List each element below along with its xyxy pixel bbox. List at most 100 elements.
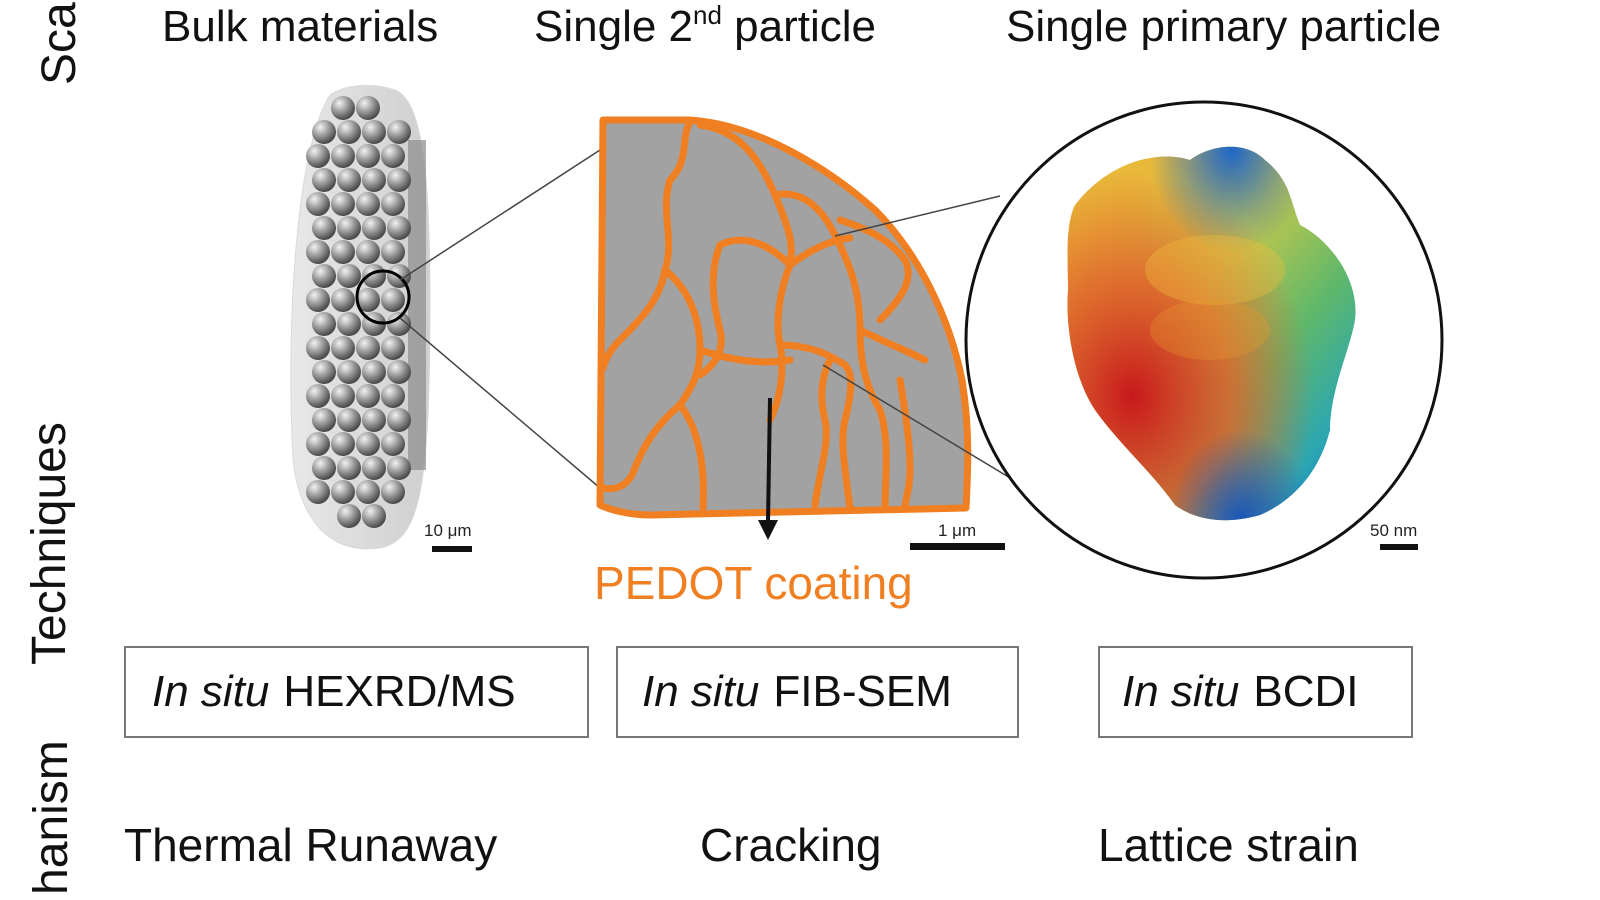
particle-sphere xyxy=(331,288,355,312)
particle-sphere xyxy=(312,216,336,240)
zoom-line-bottom-1 xyxy=(399,317,601,489)
particle-sphere xyxy=(356,480,380,504)
technique-box-bcdi: In situ BCDI xyxy=(1098,646,1413,738)
particle-sphere xyxy=(381,480,405,504)
particle-sphere xyxy=(337,264,361,288)
particle-sphere xyxy=(362,456,386,480)
particle-sphere xyxy=(312,120,336,144)
particle-sphere xyxy=(356,384,380,408)
particle-sphere xyxy=(337,312,361,336)
particle-sphere xyxy=(356,144,380,168)
particle-sphere xyxy=(387,216,411,240)
technique-name-bcdi: BCDI xyxy=(1253,667,1359,716)
header-primary-particle: Single primary particle xyxy=(1006,2,1441,52)
particle-sphere xyxy=(312,168,336,192)
particle-sphere xyxy=(306,240,330,264)
pedot-arrow-head xyxy=(758,520,778,540)
technique-name-hexrd: HEXRD/MS xyxy=(283,667,516,716)
particle-sphere xyxy=(381,144,405,168)
particle-sphere xyxy=(331,96,355,120)
technique-name-fibsem: FIB-SEM xyxy=(773,667,952,716)
technique-box-hexrd: In situ HEXRD/MS xyxy=(124,646,589,738)
particle-sphere xyxy=(387,168,411,192)
bulk-particle-spheres xyxy=(306,96,411,528)
particle-sphere xyxy=(331,384,355,408)
particle-sphere xyxy=(331,336,355,360)
magnifier-circle-small xyxy=(355,269,411,325)
zoom-line-bottom-2 xyxy=(822,364,1031,491)
zoom-line-top-1 xyxy=(399,149,601,281)
particle-sphere xyxy=(362,168,386,192)
particle-sphere xyxy=(312,264,336,288)
mechanism-lattice-strain: Lattice strain xyxy=(1098,819,1359,871)
particle-sphere xyxy=(312,312,336,336)
technique-italic-bcdi: In situ xyxy=(1122,667,1240,716)
particle-sphere xyxy=(387,120,411,144)
particle-sphere xyxy=(306,432,330,456)
particle-sphere xyxy=(362,120,386,144)
header-secondary-pre: Single 2 xyxy=(534,2,694,51)
particle-sphere xyxy=(306,480,330,504)
particle-sphere xyxy=(337,408,361,432)
header-primary-text: Single primary particle xyxy=(1006,2,1442,51)
primary-particle xyxy=(964,100,1444,580)
particle-sphere xyxy=(337,168,361,192)
particle-sphere xyxy=(306,336,330,360)
header-bulk-text: Bulk materials xyxy=(162,2,439,51)
particle-sphere xyxy=(356,432,380,456)
scale-bar-primary xyxy=(1380,544,1418,550)
particle-sphere xyxy=(387,360,411,384)
mechanism-cracking: Cracking xyxy=(700,819,882,871)
particle-sphere xyxy=(337,456,361,480)
particle-sphere xyxy=(356,336,380,360)
particle-sphere xyxy=(381,192,405,216)
technique-box-fibsem: In situ FIB-SEM xyxy=(616,646,1019,738)
particle-sphere xyxy=(362,360,386,384)
particle-sphere xyxy=(337,504,361,528)
particle-sphere xyxy=(381,432,405,456)
particle-sphere xyxy=(362,408,386,432)
particle-sphere xyxy=(331,432,355,456)
scale-label-primary: 50 nm xyxy=(1370,521,1418,540)
particle-sphere xyxy=(331,480,355,504)
particle-sphere xyxy=(387,312,411,336)
technique-italic-hexrd: In situ xyxy=(152,667,270,716)
particle-sphere xyxy=(337,360,361,384)
particle-sphere xyxy=(337,216,361,240)
header-secondary-post: particle xyxy=(721,2,877,51)
particle-sphere xyxy=(362,504,386,528)
particle-sphere xyxy=(381,240,405,264)
particle-sphere xyxy=(381,336,405,360)
particle-sphere xyxy=(306,192,330,216)
particle-sphere xyxy=(306,288,330,312)
header-secondary-sup: nd xyxy=(693,0,722,30)
scale-bar-secondary xyxy=(910,543,1005,550)
particle-sphere xyxy=(331,144,355,168)
scale-label-secondary: 1 μm xyxy=(938,521,977,540)
particle-sphere xyxy=(312,408,336,432)
header-secondary-particle: Single 2nd particle xyxy=(534,0,877,52)
particle-sphere xyxy=(312,360,336,384)
particle-sphere xyxy=(312,456,336,480)
particle-sphere xyxy=(387,456,411,480)
header-bulk-materials: Bulk materials xyxy=(162,2,438,52)
particle-sphere xyxy=(381,288,405,312)
scale-label-bulk: 10 μm xyxy=(424,521,472,540)
particle-sphere xyxy=(306,384,330,408)
technique-italic-fibsem: In situ xyxy=(642,667,760,716)
particle-sphere xyxy=(356,288,380,312)
particle-sphere xyxy=(356,240,380,264)
particle-sphere xyxy=(306,144,330,168)
particle-sphere xyxy=(356,96,380,120)
particle-sphere xyxy=(337,120,361,144)
particle-sphere xyxy=(356,192,380,216)
zoom-line-top-2 xyxy=(834,195,1001,237)
particle-sphere xyxy=(331,192,355,216)
scale-bar-bulk xyxy=(432,546,472,552)
particle-sphere xyxy=(331,240,355,264)
particle-sphere xyxy=(362,216,386,240)
particle-sphere xyxy=(387,408,411,432)
secondary-particle-section xyxy=(596,116,972,540)
mechanism-thermal-runaway: Thermal Runaway xyxy=(124,819,498,871)
